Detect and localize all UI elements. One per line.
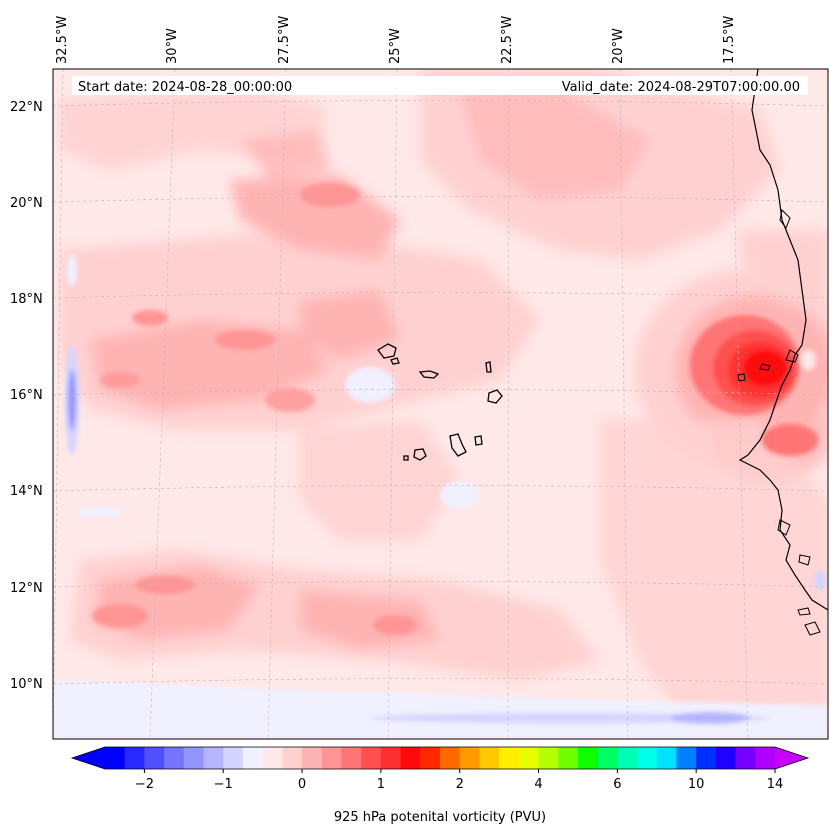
lat-label: 12°N [10,581,43,596]
colorbar-cell [459,747,480,769]
colorbar-cell [321,747,342,769]
colorbar-cell [499,747,520,769]
island-sao-vicente [390,357,400,365]
lon-label: 25°W [388,28,403,64]
pv-contours-strong [92,183,818,635]
colorbar-cell [164,747,185,769]
colorbar-tick-label: 14 [767,777,784,792]
coast-island [804,621,821,636]
lon-label: 22.5°W [500,16,515,64]
colorbar-cell [380,747,402,769]
colorbar-ticks: −2 −1 0 1 2 4 6 10 14 [135,769,783,792]
island-santiago [449,433,467,457]
map-frame [52,68,829,740]
colorbar-cell [558,747,579,769]
colorbar-cell [617,747,638,769]
coast-lagoon [759,363,771,371]
lon-label: 30°W [165,28,180,64]
longitude-labels: 32.5°W 30°W 27.5°W 25°W 22.5°W 20°W 17.5… [55,16,737,64]
colorbar-cell [361,747,382,769]
pv-field [53,69,828,739]
colorbar-cell [479,747,500,769]
colorbar-cell [144,747,165,769]
colorbar-cell [735,747,756,769]
colorbar-cell [242,747,264,769]
colorbar-tick-label: 10 [688,777,705,792]
coast-lagoon [737,373,746,382]
colorbar-cell [262,747,283,769]
lat-label: 10°N [10,677,43,692]
colorbar-outline [70,746,810,770]
colorbar-tick-label: 1 [377,777,385,792]
pv-negative [53,254,828,739]
island-sal [485,361,492,373]
colorbar-cell [183,747,205,769]
island-maio [474,435,483,446]
colorbar-tick-label: 2 [456,777,464,792]
colorbar-cells [105,747,776,769]
latitude-labels: 22°N 20°N 18°N 16°N 14°N 12°N 10°N [10,100,43,692]
colorbar-tick-label: −1 [214,777,233,792]
bijagos-island [777,519,791,536]
gambia-inlet [785,349,799,363]
colorbar-cell [420,747,441,769]
lon-label: 32.5°W [55,16,70,64]
bijagos-island [798,554,811,566]
graticule [53,69,828,739]
island-santo-antao [377,343,397,359]
colorbar-under-triangle [72,747,105,769]
coast-island [797,607,811,616]
colorbar-cell [124,747,145,769]
colorbar-tick-label: 0 [298,777,306,792]
island-fogo [413,448,427,461]
colorbar-cell [518,747,540,769]
island-boa-vista [487,389,503,404]
lat-label: 22°N [10,100,43,115]
colorbar-tick-label: −2 [135,777,154,792]
colorbar-cell [203,747,224,769]
colorbar-cell [302,747,323,769]
lon-label: 20°W [611,28,626,64]
island-brava [403,455,409,461]
colorbar-cell [282,747,303,769]
colorbar-cell [597,747,618,769]
coast-inlet [779,208,791,230]
colorbar-cell [341,747,362,769]
colorbar-cell [715,747,737,769]
cape-verde-islands [377,343,503,461]
colorbar-cell [577,747,599,769]
lat-label: 18°N [10,292,43,307]
colorbar-cell [637,747,658,769]
colorbar-tick-label: 4 [534,777,542,792]
start-date: Start date: 2024-08-28_00:00:00 [78,80,292,95]
colorbar-tick-label: 6 [613,777,621,792]
coastline-africa [738,69,828,611]
island-sao-nicolau [418,370,440,379]
colorbar-label: 925 hPa potenital vorticity (PVU) [334,810,546,825]
colorbar-cell [105,747,126,769]
colorbar-cell [676,747,697,769]
valid-date: Valid_date: 2024-08-29T07:00:00.00 [562,80,800,95]
lat-label: 16°N [10,388,43,403]
colorbar-cell [538,747,559,769]
lon-label: 27.5°W [277,16,292,64]
colorbar: −2 −1 0 1 2 4 6 10 14 925 hPa potenital vorticit… [70,746,810,825]
colorbar-cell [656,747,677,769]
colorbar-cell [223,747,244,769]
lat-label: 14°N [10,484,43,499]
colorbar-over-triangle [775,747,808,769]
colorbar-cell [696,747,717,769]
lat-label: 20°N [10,196,43,211]
colorbar-cell [400,747,421,769]
colorbar-cell [440,747,461,769]
colorbar-cell [755,747,776,769]
lon-label: 17.5°W [722,16,737,64]
date-box [72,76,808,95]
